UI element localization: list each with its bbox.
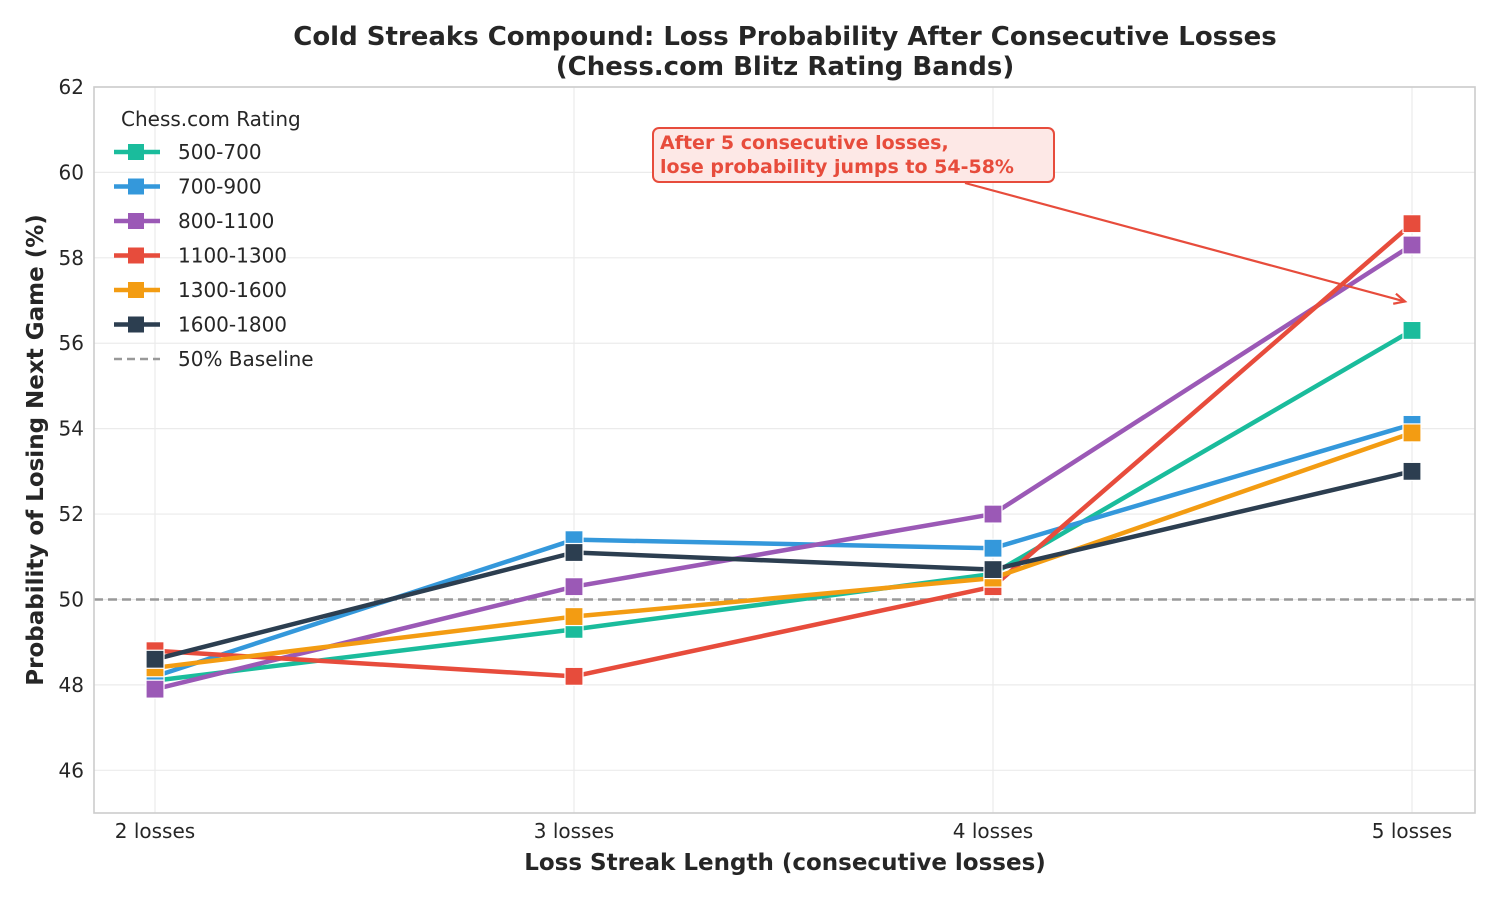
chart-title: Cold Streaks Compound: Loss Probability … (293, 22, 1277, 52)
series-1600-1800 (145, 461, 1422, 669)
legend-item: 1600-1800 (114, 313, 287, 337)
legend-swatch-marker (128, 178, 144, 195)
legend-swatch-marker (128, 213, 144, 229)
data-point (564, 666, 584, 686)
series-line (152, 242, 1415, 692)
x-tick-label: 5 losses (1372, 819, 1452, 843)
x-tick-label: 3 losses (534, 819, 614, 843)
legend-swatch-marker (128, 247, 144, 264)
legend-label: 800-1100 (178, 209, 274, 233)
annotation-text: lose probability jumps to 54-58% (660, 156, 1014, 178)
legend-label: 1300-1600 (178, 278, 287, 302)
data-point (1402, 461, 1422, 481)
plot-area: 46 48 50 52 54 56 58 60 62 2 losses 3 losses 4 loss… (59, 75, 1476, 843)
annotation-arrow (964, 181, 1406, 303)
data-point (1402, 423, 1422, 443)
series-800-1100 (145, 235, 1422, 699)
data-point (145, 679, 165, 699)
legend-item: 800-1100 (114, 209, 274, 233)
data-point (1402, 320, 1422, 341)
annotation-box (652, 127, 1055, 183)
data-point (564, 542, 584, 563)
data-point (564, 577, 584, 597)
legend-label: 1600-1800 (178, 313, 287, 337)
annotation-text: After 5 consecutive losses, (660, 132, 949, 154)
x-tick-label: 2 losses (115, 819, 195, 843)
legend-label: 1100-1300 (178, 244, 287, 268)
legend-title: Chess.com Rating (121, 107, 301, 131)
legend-item: 1100-1300 (114, 244, 287, 268)
y-tick-label: 60 (59, 160, 84, 184)
legend-item: 1300-1600 (114, 278, 287, 302)
y-tick-label: 58 (59, 246, 84, 270)
y-tick-label: 62 (59, 75, 84, 99)
series-line (152, 328, 1415, 683)
series-line (152, 430, 1415, 671)
annotation-arrowhead (1393, 292, 1408, 305)
x-tick-label: 4 losses (953, 819, 1033, 843)
legend-item-baseline: 50% Baseline (114, 347, 314, 371)
y-tick-label: 56 (59, 331, 84, 355)
data-point (1402, 235, 1422, 255)
y-tick-label: 52 (59, 502, 84, 526)
legend-swatch-marker (128, 144, 144, 160)
legend-swatch-marker (128, 282, 144, 298)
plot-background (94, 87, 1475, 813)
data-point (983, 504, 1003, 524)
plot-frame (93, 86, 1476, 814)
y-tick-label: 46 (59, 758, 84, 782)
data-point (564, 606, 584, 627)
series-1300-1600 (145, 423, 1422, 678)
series-line (152, 469, 1415, 662)
annotation: After 5 consecutive losses,lose probabil… (652, 127, 1408, 305)
data-point (983, 538, 1003, 558)
y-tick-label: 54 (59, 417, 84, 441)
legend-label: 500-700 (178, 140, 262, 164)
legend-item: 500-700 (114, 140, 262, 164)
legend-swatch-marker (128, 316, 144, 333)
y-tick-label: 48 (59, 673, 84, 697)
x-axis-label: Loss Streak Length (consecutive losses) (524, 850, 1046, 876)
data-point (983, 559, 1003, 580)
legend-label: 50% Baseline (178, 347, 314, 371)
legend-item: 700-900 (114, 175, 262, 199)
chart-subtitle: (Chess.com Blitz Rating Bands) (556, 52, 1015, 82)
legend-label: 700-900 (178, 175, 262, 199)
y-axis-label: Probability of Losing Next Game (%) (23, 214, 49, 686)
data-point (145, 649, 165, 669)
legend: Chess.com Rating 500-700 700-900 800-1100 11… (114, 107, 314, 371)
series-line (152, 221, 1415, 679)
y-tick-label: 50 (59, 587, 84, 611)
data-point (1402, 214, 1422, 234)
